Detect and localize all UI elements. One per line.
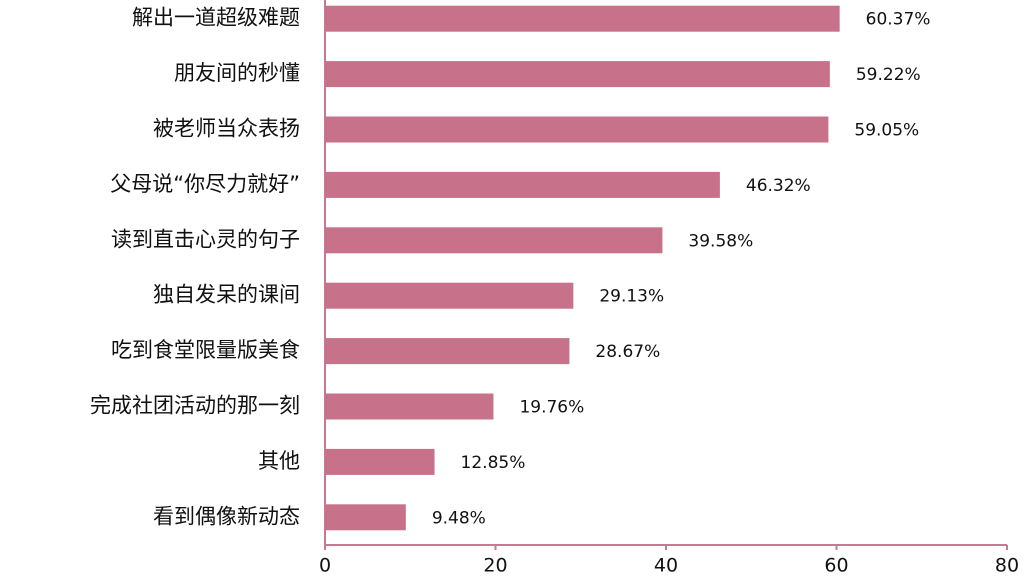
x-tick-label: 0 bbox=[319, 555, 331, 576]
category-label: 其他 bbox=[258, 449, 300, 473]
bar bbox=[325, 393, 494, 420]
value-label: 9.48% bbox=[432, 508, 486, 528]
value-label: 59.22% bbox=[856, 65, 921, 85]
category-label: 吃到食堂限量版美食 bbox=[111, 338, 300, 362]
category-label: 父母说“你尽力就好” bbox=[110, 172, 300, 196]
x-tick-label: 80 bbox=[995, 555, 1019, 576]
bar bbox=[325, 171, 720, 198]
bar bbox=[325, 61, 830, 88]
category-label: 看到偶像新动态 bbox=[153, 504, 300, 528]
value-label: 19.76% bbox=[519, 398, 584, 418]
value-label: 12.85% bbox=[461, 453, 526, 473]
bar bbox=[325, 227, 663, 254]
category-label: 朋友间的秒懂 bbox=[174, 61, 300, 85]
x-tick-label: 60 bbox=[824, 555, 848, 576]
category-label: 解出一道超级难题 bbox=[132, 6, 300, 30]
x-tick-label: 40 bbox=[654, 555, 678, 576]
value-label: 59.05% bbox=[854, 121, 919, 141]
category-label: 独自发呆的课间 bbox=[153, 283, 300, 307]
bar bbox=[325, 504, 406, 531]
bar bbox=[325, 282, 574, 309]
bar bbox=[325, 5, 840, 32]
value-label: 46.32% bbox=[746, 176, 811, 196]
category-label: 完成社团活动的那一刻 bbox=[90, 394, 300, 418]
category-label: 读到直击心灵的句子 bbox=[111, 227, 300, 251]
value-label: 39.58% bbox=[688, 231, 753, 251]
category-label: 被老师当众表扬 bbox=[153, 117, 300, 141]
value-label: 29.13% bbox=[599, 287, 664, 307]
bar bbox=[325, 338, 570, 365]
x-tick-label: 20 bbox=[483, 555, 507, 576]
value-label: 28.67% bbox=[595, 342, 660, 362]
value-label: 60.37% bbox=[866, 10, 931, 30]
bar bbox=[325, 448, 435, 475]
bar bbox=[325, 116, 829, 143]
